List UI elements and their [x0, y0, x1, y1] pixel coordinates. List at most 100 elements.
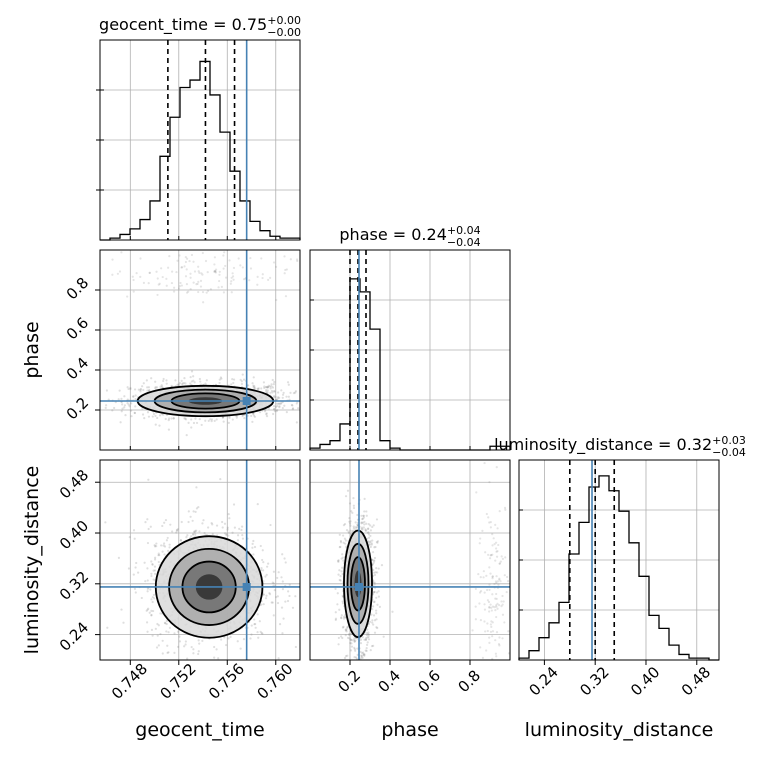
sample-point [154, 572, 157, 575]
sample-point [164, 518, 168, 522]
sample-point [352, 527, 355, 530]
sample-point [133, 411, 137, 415]
sample-point [175, 528, 179, 532]
sample-point [367, 635, 370, 638]
sample-point [265, 594, 268, 597]
sample-point [236, 539, 240, 542]
sample-point [488, 588, 491, 592]
sample-point [151, 596, 154, 599]
sample-point [95, 397, 97, 399]
sample-point [371, 619, 374, 622]
sample-point [220, 285, 224, 288]
sample-point [365, 643, 369, 647]
sample-point [161, 550, 164, 553]
sample-point [370, 542, 373, 545]
sample-point [501, 603, 504, 606]
title-main: geocent_time = 0.75 [99, 15, 267, 35]
sample-point [479, 590, 483, 593]
histogram-step [518, 475, 719, 661]
sample-point [171, 270, 174, 273]
sample-point [284, 295, 288, 298]
sample-point [148, 611, 151, 614]
x-tick-label: 0.32 [576, 663, 612, 699]
sample-point [148, 271, 151, 274]
sample-point [241, 537, 245, 540]
sample-point [160, 413, 164, 416]
title-plus: +0.03 [712, 434, 746, 447]
sample-point [369, 540, 372, 543]
sample-point [214, 271, 217, 274]
sample-point [268, 591, 271, 595]
sample-point [376, 603, 379, 606]
sample-point [341, 556, 344, 559]
sample-point [197, 639, 200, 642]
sample-point [159, 612, 162, 615]
sample-point [156, 416, 159, 420]
sample-point [149, 588, 152, 591]
sample-point [338, 546, 341, 549]
sample-point [213, 263, 216, 266]
sample-point [146, 541, 150, 545]
sample-point [276, 409, 279, 412]
sample-point [346, 625, 349, 628]
sample-point [339, 635, 343, 638]
sample-point [121, 407, 124, 410]
sample-point [126, 398, 129, 401]
sample-point [361, 517, 364, 520]
sample-point [341, 566, 344, 569]
sample-point [251, 412, 254, 415]
sample-point [97, 390, 99, 392]
sample-point [257, 636, 260, 639]
sample-point [316, 401, 318, 403]
sample-point [189, 376, 192, 379]
sample-point [365, 522, 368, 525]
sample-point [272, 396, 276, 399]
sample-point [232, 278, 235, 281]
sample-point [273, 390, 276, 393]
sample-point [261, 276, 264, 280]
sample-point [353, 640, 356, 643]
sample-point [366, 636, 369, 639]
sample-point [292, 392, 296, 395]
sample-point [197, 506, 200, 509]
sample-point [218, 273, 221, 276]
sample-point [168, 543, 171, 546]
sample-point [283, 557, 286, 560]
sample-point [346, 654, 349, 657]
sample-point [252, 553, 255, 556]
sample-point [227, 637, 230, 640]
sample-point [177, 383, 180, 386]
sample-point [181, 383, 184, 386]
sample-point [146, 518, 149, 521]
sample-point [373, 581, 376, 584]
sample-point [197, 265, 200, 268]
y-tick-label: 0.48 [56, 466, 92, 502]
sample-point [259, 630, 262, 633]
sample-point [154, 380, 157, 383]
sample-point [363, 654, 366, 657]
sample-point [146, 630, 149, 633]
sample-point [487, 553, 490, 556]
sample-point [501, 613, 505, 616]
sample-point [166, 644, 169, 647]
injection-marker [242, 582, 251, 591]
sample-point [495, 575, 498, 578]
sample-point [261, 549, 264, 552]
sample-point [361, 656, 364, 659]
sample-point [195, 421, 199, 425]
contour-line [350, 556, 366, 612]
sample-point [339, 579, 342, 582]
sample-point [505, 575, 509, 579]
hist-panel-geocent_time [99, 39, 301, 241]
sample-point [348, 633, 351, 636]
sample-point [127, 567, 131, 570]
sample-point [225, 276, 228, 279]
sample-point [266, 385, 270, 389]
sample-point [491, 635, 494, 638]
sample-point [145, 609, 148, 612]
sample-point [375, 591, 379, 594]
sample-point [172, 290, 176, 293]
sample-point [150, 598, 153, 601]
sample-point [249, 256, 252, 260]
sample-point [200, 272, 203, 275]
